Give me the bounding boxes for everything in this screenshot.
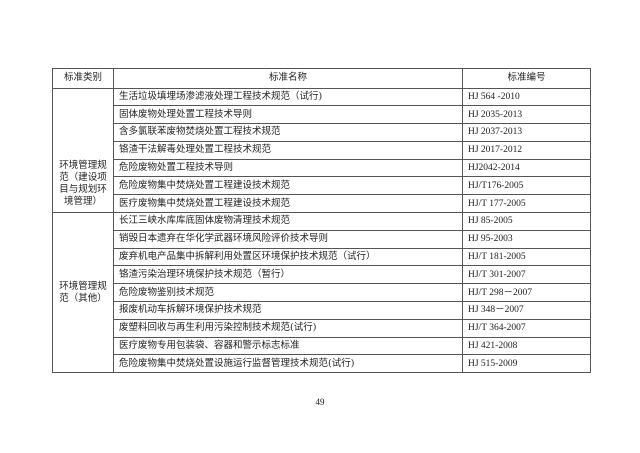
- standard-name-cell: 医疗废物专用包装袋、容器和警示标志标准: [113, 336, 463, 356]
- standard-name-cell: 铬渣污染治理环境保护技术规范（暂行）: [113, 265, 463, 285]
- standard-name-cell: 危险废物集中焚烧处置工程建设技术规范: [113, 176, 463, 196]
- standard-code-cell: HJ 2037-2013: [462, 123, 591, 142]
- standard-code-cell: HJ/T 298－2007: [462, 283, 591, 303]
- standard-code-cell: HJ/T 181-2005: [462, 247, 591, 267]
- header-code: 标准编号: [462, 68, 591, 89]
- table-row: 铬渣污染治理环境保护技术规范（暂行） HJ/T 301-2007: [53, 265, 591, 285]
- header-category: 标准类别: [52, 68, 114, 89]
- table-row: 废弃机电产品集中拆解利用处置区环境保护技术规范（试行） HJ/T 181-2005: [53, 247, 591, 267]
- table-row: 危险废物集中焚烧处置设施运行监督管理技术规范(试行) HJ 515-2009: [53, 354, 591, 374]
- standard-code-cell: HJ 95-2003: [462, 229, 591, 249]
- standard-code-cell: HJ2042-2014: [462, 158, 591, 178]
- standard-code-cell: HJ 421-2008: [462, 336, 591, 356]
- page-number: 49: [315, 397, 325, 407]
- category-cell: 环境管理规范（建设项目与规划环境管理）: [52, 87, 114, 214]
- table-row: 医疗废物集中焚烧处置工程建设技术规范 HJ/T 177-2005: [53, 194, 591, 214]
- standard-name-cell: 固体废物处理处置工程技术导则: [113, 105, 463, 125]
- standard-name-cell: 废塑料回收与再生利用污染控制技术规范(试行): [113, 318, 463, 338]
- standard-name-cell: 医疗废物集中焚烧处置工程建设技术规范: [113, 194, 463, 214]
- table-row: 铬渣干法解毒处理处置工程技术规范 HJ 2017-2012: [53, 140, 591, 160]
- header-row: 标准类别 标准名称 标准编号: [52, 68, 591, 89]
- standard-name-cell: 危险废物鉴别技术规范: [113, 283, 463, 303]
- table-row: 环境管理规范（建设项目与规划环境管理） 生活垃圾填埋场渗滤液处理工程技术规范（试行…: [52, 87, 591, 214]
- standard-name-cell: 危险废物处置工程技术导则: [113, 158, 463, 178]
- standard-code-cell: HJ 85-2005: [462, 212, 591, 231]
- standard-code-cell: HJ 564 -2010: [462, 87, 591, 107]
- standard-code-cell: HJ/T 301-2007: [462, 265, 591, 285]
- table-row: 报废机动车拆解环境保护技术规范 HJ 348－2007: [53, 301, 591, 320]
- standard-code-cell: HJ 2035-2013: [462, 105, 591, 125]
- standard-code-cell: HJ 515-2009: [462, 354, 591, 374]
- standard-name-cell: 铬渣干法解毒处理处置工程技术规范: [113, 140, 463, 160]
- table-row: 环境管理规范（其他） 长江三峡水库库底固体废物清理技术规范 HJ 85-2005: [52, 212, 591, 374]
- standard-name-cell: 长江三峡水库库底固体废物清理技术规范: [113, 212, 463, 231]
- standard-name-cell: 销毁日本遗弃在华化学武器环境风险评价技术导则: [113, 229, 463, 249]
- standard-code-cell: HJ/T 364-2007: [462, 318, 591, 338]
- category-cell: 环境管理规范（其他）: [52, 212, 114, 374]
- table-row: 固体废物处理处置工程技术导则 HJ 2035-2013: [53, 105, 591, 125]
- standard-name-cell: 危险废物集中焚烧处置设施运行监督管理技术规范(试行): [113, 354, 463, 374]
- standard-name-cell: 含多氯联苯废物焚烧处置工程技术规范: [113, 123, 463, 142]
- standard-code-cell: HJ/T176-2005: [462, 176, 591, 196]
- table-row: 危险废物集中焚烧处置工程建设技术规范 HJ/T176-2005: [53, 176, 591, 196]
- standard-name-cell: 废弃机电产品集中拆解利用处置区环境保护技术规范（试行）: [113, 247, 463, 267]
- standards-table: 标准类别 标准名称 标准编号 环境管理规范（建设项目与规划环境管理） 生活垃圾填埋…: [52, 68, 591, 374]
- standard-code-cell: HJ/T 177-2005: [462, 194, 591, 214]
- standard-code-cell: HJ 348－2007: [462, 301, 591, 320]
- standard-name-cell: 生活垃圾填埋场渗滤液处理工程技术规范（试行): [113, 87, 463, 107]
- table-row: 危险废物鉴别技术规范 HJ/T 298－2007: [53, 283, 591, 303]
- table-row: 含多氯联苯废物焚烧处置工程技术规范 HJ 2037-2013: [53, 123, 591, 142]
- header-name: 标准名称: [113, 68, 463, 89]
- table-row: 危险废物处置工程技术导则 HJ2042-2014: [53, 158, 591, 178]
- table-row: 医疗废物专用包装袋、容器和警示标志标准 HJ 421-2008: [53, 336, 591, 356]
- standard-name-cell: 报废机动车拆解环境保护技术规范: [113, 301, 463, 320]
- table-row: 废塑料回收与再生利用污染控制技术规范(试行) HJ/T 364-2007: [53, 318, 591, 338]
- standard-code-cell: HJ 2017-2012: [462, 140, 591, 160]
- table-row: 销毁日本遗弃在华化学武器环境风险评价技术导则 HJ 95-2003: [53, 229, 591, 249]
